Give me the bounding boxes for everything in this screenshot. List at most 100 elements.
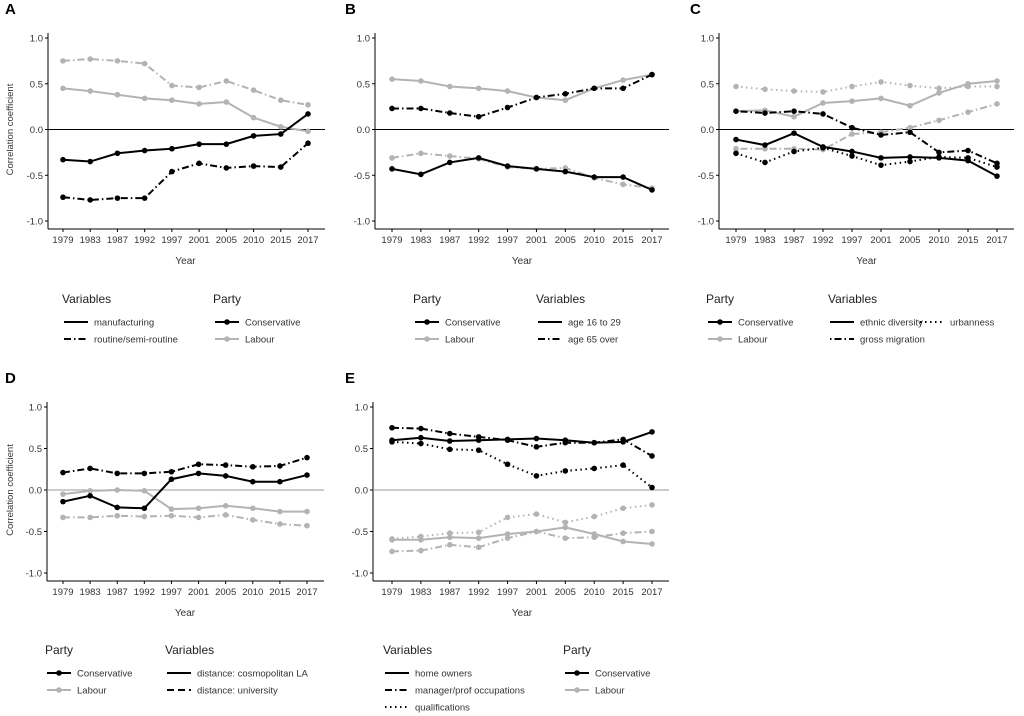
data-point — [223, 78, 230, 84]
x-tick-label: 2015 — [613, 587, 634, 598]
data-point — [446, 430, 453, 437]
x-axis-title: Year — [512, 608, 533, 619]
series-conservative-gross-migration — [733, 108, 1000, 167]
series-conservative-routine-semi-routine — [60, 140, 311, 203]
data-point — [195, 514, 202, 521]
data-point — [195, 461, 202, 468]
data-point — [141, 513, 148, 520]
data-point — [222, 502, 229, 509]
x-tick-label: 2010 — [928, 235, 949, 246]
data-point — [936, 154, 942, 160]
data-point — [304, 522, 310, 529]
series-conservative-urbanness — [733, 145, 1000, 170]
data-point — [475, 434, 482, 440]
data-point — [849, 153, 855, 159]
data-point — [649, 429, 655, 435]
legend-label: Labour — [595, 686, 625, 697]
data-point — [591, 465, 598, 472]
data-point — [878, 155, 884, 161]
legend-label: qualifications — [415, 703, 470, 714]
y-tick-label: 0.0 — [357, 125, 370, 136]
data-point — [820, 89, 826, 95]
x-tick-label: 2001 — [526, 235, 547, 246]
y-tick-label: 1.0 — [30, 34, 43, 45]
data-point — [196, 141, 202, 147]
x-tick-label: 2015 — [613, 235, 634, 246]
y-tick-label: -0.5 — [698, 171, 714, 182]
legend-title: Variables — [62, 292, 111, 306]
legend-title: Party — [213, 292, 241, 306]
data-point — [504, 535, 511, 541]
legend-item: manager/prof occupations — [385, 686, 525, 697]
data-point — [141, 470, 148, 477]
x-tick-label: 1979 — [52, 235, 73, 246]
data-point — [304, 472, 310, 478]
data-point — [169, 145, 175, 152]
data-point — [533, 94, 540, 101]
x-tick-label: 2001 — [189, 235, 210, 246]
data-point — [562, 524, 569, 531]
legend-item: Conservative — [708, 318, 793, 329]
data-point — [733, 150, 739, 157]
data-point — [141, 505, 148, 512]
data-point — [114, 487, 121, 493]
data-point — [733, 145, 739, 152]
data-point — [849, 148, 855, 155]
data-point — [504, 88, 511, 94]
legend-item: Conservative — [47, 669, 132, 680]
series-labour-manager-prof-occupations — [389, 528, 655, 555]
data-point — [277, 123, 284, 130]
data-point — [591, 513, 598, 520]
data-point — [277, 508, 283, 515]
data-point — [60, 469, 66, 476]
data-point — [114, 91, 121, 98]
x-tick-label: 1997 — [497, 235, 518, 246]
data-point — [562, 91, 569, 97]
legend-swatch-point — [224, 336, 230, 342]
data-point — [169, 97, 175, 104]
legend-swatch-point — [56, 670, 62, 676]
legend-label: Conservative — [738, 318, 793, 329]
panel-label: C — [690, 1, 701, 18]
legend-label: ethnic diversity — [860, 318, 923, 329]
series-line — [392, 73, 653, 118]
data-point — [878, 162, 884, 168]
data-point — [620, 462, 626, 468]
data-point — [533, 511, 540, 517]
data-point — [475, 113, 482, 120]
data-point — [475, 535, 482, 541]
data-point — [965, 109, 971, 115]
legend-label: Labour — [738, 335, 768, 346]
y-tick-label: -0.5 — [354, 171, 370, 182]
series-conservative-distance-cosmopolitan-la — [60, 470, 310, 512]
series-line — [62, 488, 307, 513]
legend-title: Party — [45, 643, 73, 657]
data-point — [820, 145, 826, 151]
data-point — [649, 541, 655, 547]
data-point — [305, 140, 311, 147]
data-point — [389, 76, 395, 82]
data-point — [936, 90, 942, 96]
x-tick-label: 1983 — [80, 235, 101, 246]
data-point — [60, 194, 66, 201]
data-point — [305, 128, 311, 135]
legend-item: gross migration — [830, 335, 925, 346]
data-point — [389, 536, 395, 542]
y-axis-title: Correlation coefficient — [5, 444, 16, 536]
legend-item: qualifications — [385, 703, 470, 714]
series-line — [62, 456, 308, 475]
legend-title: Variables — [383, 643, 432, 657]
data-point — [475, 155, 482, 161]
legend-item: Labour — [565, 686, 625, 697]
data-point — [907, 82, 913, 89]
legend-item: Conservative — [215, 318, 300, 329]
data-point — [791, 148, 797, 155]
data-point — [446, 438, 453, 444]
x-tick-label: 1983 — [80, 587, 101, 598]
legend-label: Conservative — [445, 318, 500, 329]
x-tick-label: 2001 — [188, 587, 209, 598]
data-point — [141, 95, 148, 102]
data-point — [114, 470, 121, 477]
data-point — [649, 484, 655, 491]
data-point — [446, 159, 453, 166]
